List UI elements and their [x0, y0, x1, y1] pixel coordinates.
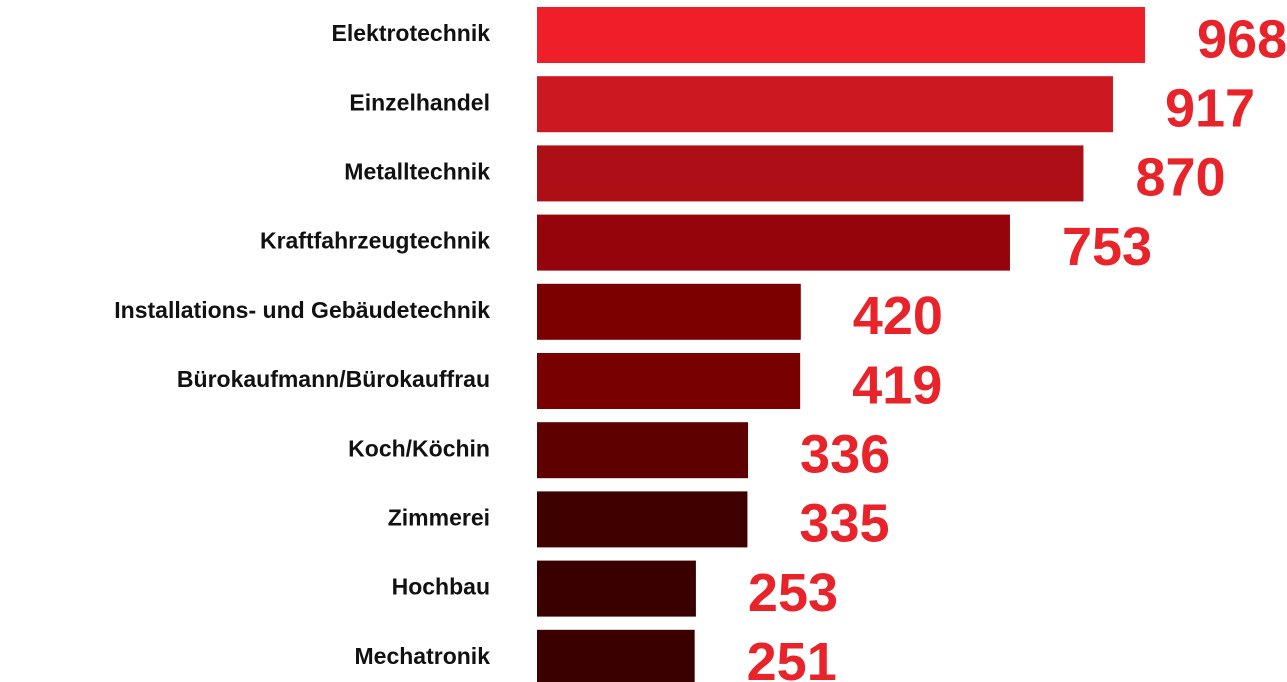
category-label: Koch/Köchin: [348, 435, 490, 461]
value-label: 753: [1062, 217, 1152, 277]
category-label: Einzelhandel: [349, 89, 490, 115]
value-label: 335: [799, 494, 889, 554]
bar: [537, 353, 801, 409]
value-label: 968: [1197, 9, 1287, 69]
value-label: 917: [1165, 78, 1255, 138]
value-label: 253: [748, 563, 838, 623]
bar: [537, 422, 749, 479]
bar: [537, 7, 1145, 63]
value-label: 420: [853, 286, 943, 346]
category-label: Installations- und Gebäudetechnik: [114, 297, 490, 323]
category-label: Kraftfahrzeugtechnik: [260, 228, 490, 254]
value-label: 419: [852, 355, 942, 415]
bar: [537, 145, 1084, 202]
bar: [537, 629, 695, 682]
category-label: Zimmerei: [388, 504, 490, 530]
value-label: 870: [1135, 148, 1225, 208]
category-label: Metalltechnik: [344, 158, 490, 184]
category-label: Hochbau: [392, 574, 490, 600]
bar: [537, 76, 1113, 133]
category-label: Elektrotechnik: [332, 20, 491, 46]
category-label: Mechatronik: [355, 643, 491, 669]
bar: [537, 283, 801, 340]
bar: [537, 491, 748, 548]
value-label: 251: [747, 632, 837, 682]
category-label: Bürokaufmann/Bürokauffrau: [177, 366, 490, 392]
bar: [537, 560, 696, 617]
bar: [537, 214, 1010, 271]
value-label: 336: [800, 424, 890, 484]
